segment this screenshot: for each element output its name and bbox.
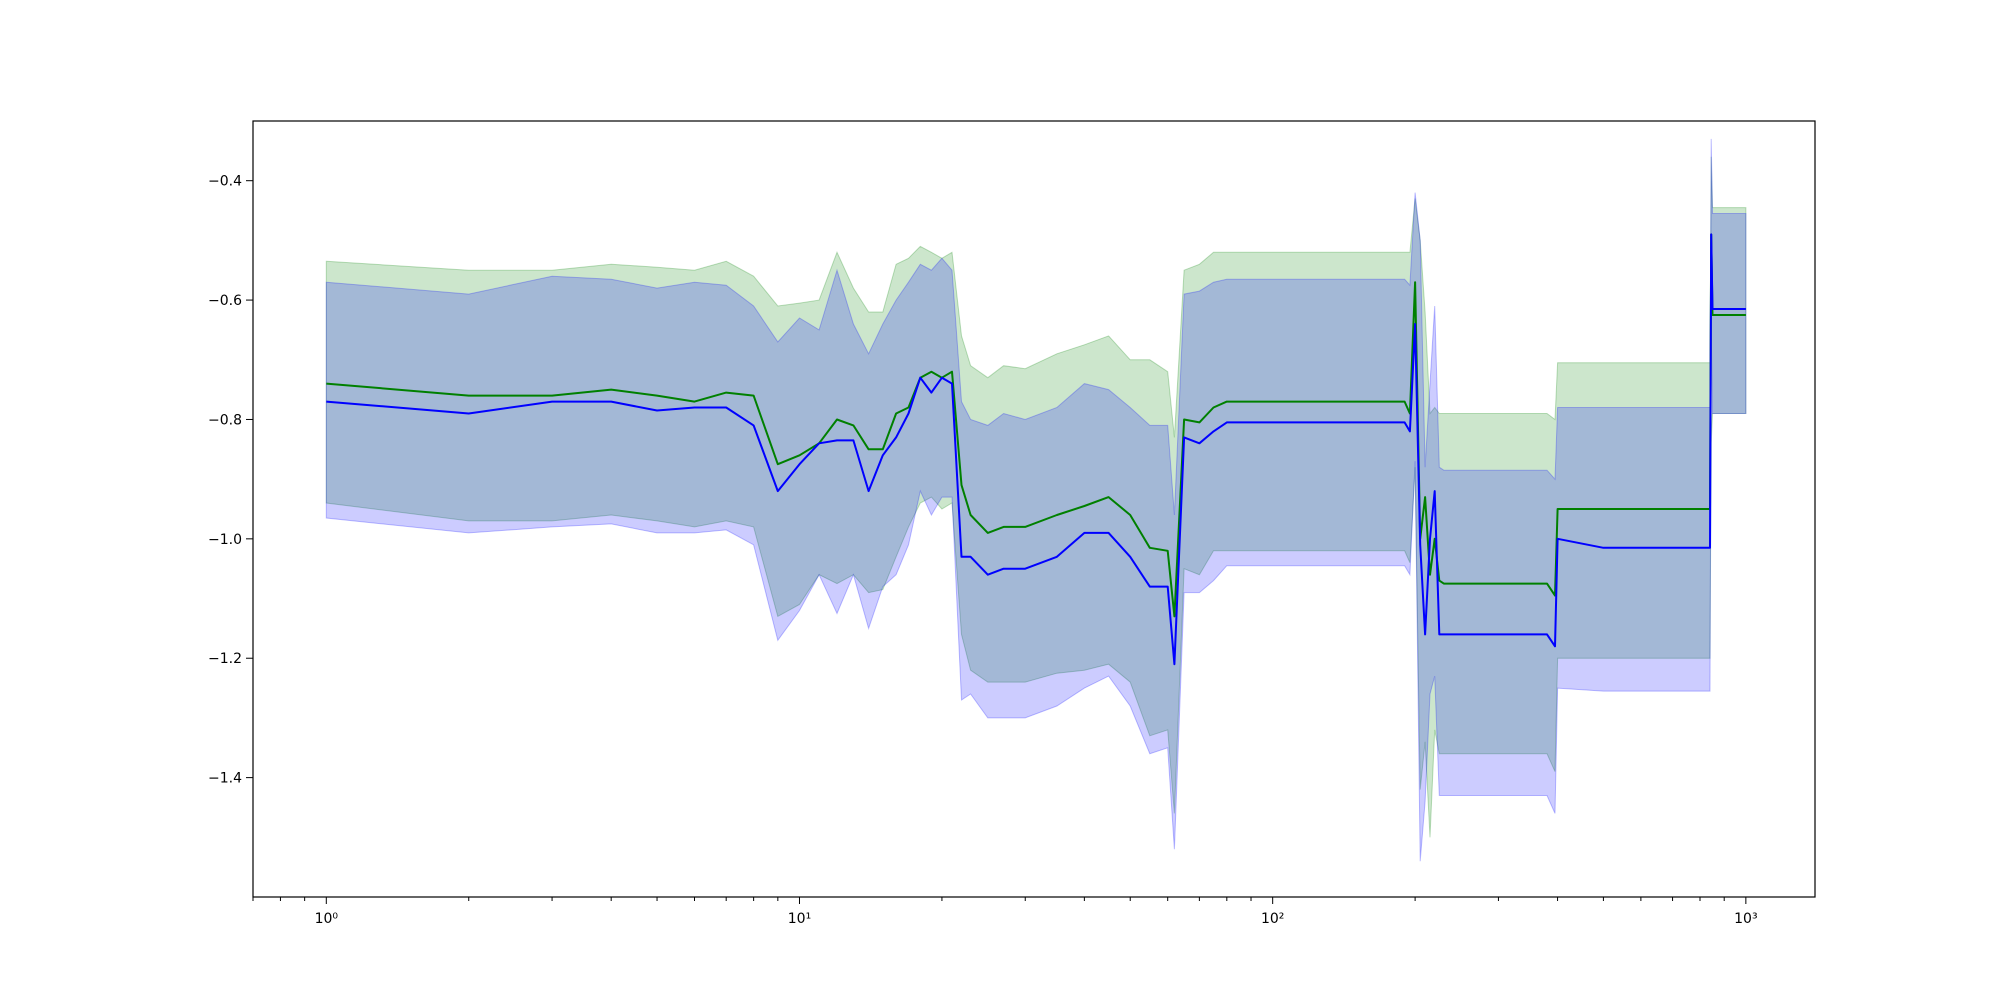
y-tick-label: −0.4 <box>208 174 242 190</box>
y-tick-label: −1.0 <box>208 532 242 548</box>
series-2-line <box>326 233 1746 666</box>
x-axis: 10⁰ 10¹ 10² 10³ <box>252 897 1758 927</box>
x-tick-label: 10⁰ <box>315 911 339 927</box>
y-tick-label: −0.6 <box>208 293 242 309</box>
plot-frame <box>252 120 1816 898</box>
series-2-band <box>325 138 1747 862</box>
series-lines <box>326 233 1746 666</box>
series-1-line <box>326 233 1746 618</box>
confidence-bands <box>325 138 1747 862</box>
y-axis: −0.4 −0.6 −0.8 −1.0 −1.2 −1.4 <box>208 174 253 787</box>
x-tick-label: 10³ <box>1734 911 1757 927</box>
x-tick-label: 10¹ <box>788 911 811 927</box>
series-1-band <box>325 156 1747 838</box>
y-tick-label: −0.8 <box>208 412 242 428</box>
x-tick-label: 10² <box>1261 911 1284 927</box>
y-tick-label: −1.2 <box>208 651 242 667</box>
y-tick-label: −1.4 <box>208 771 242 787</box>
